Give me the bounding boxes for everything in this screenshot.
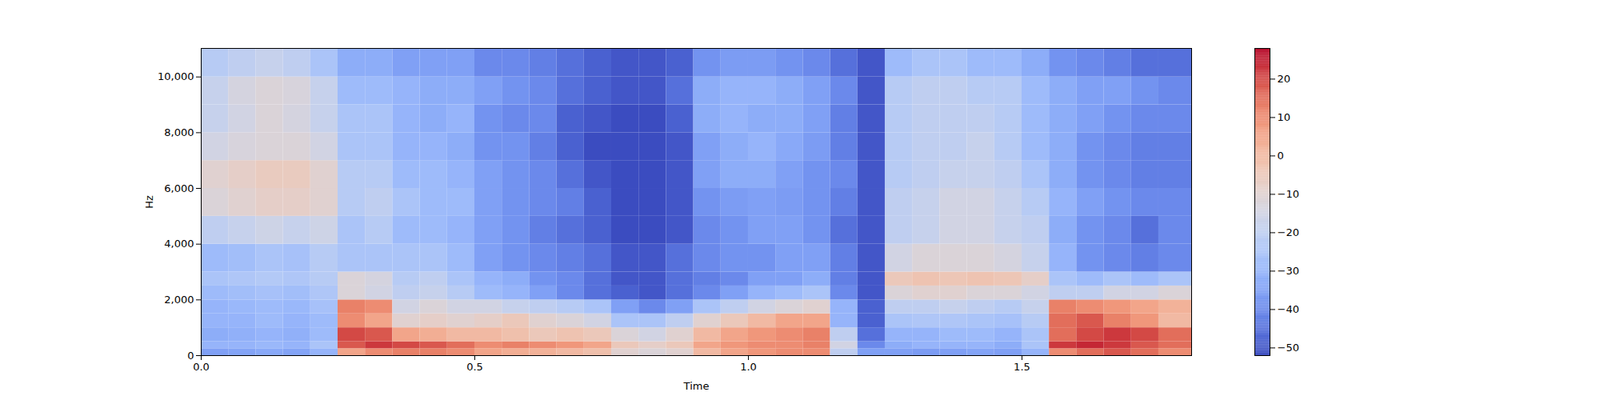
- svg-text:−40: −40: [1277, 303, 1300, 316]
- svg-text:4,000: 4,000: [164, 237, 194, 250]
- svg-text:1.0: 1.0: [740, 360, 757, 373]
- svg-text:−20: −20: [1277, 226, 1300, 239]
- svg-text:−10: −10: [1277, 188, 1300, 200]
- svg-text:20: 20: [1277, 72, 1292, 85]
- svg-text:0.5: 0.5: [466, 360, 484, 373]
- svg-text:8,000: 8,000: [164, 126, 194, 139]
- svg-text:10,000: 10,000: [157, 70, 195, 83]
- svg-text:0.0: 0.0: [192, 360, 210, 373]
- svg-text:0: 0: [187, 349, 194, 362]
- svg-text:2,000: 2,000: [164, 293, 194, 306]
- svg-text:0: 0: [1277, 149, 1284, 162]
- svg-text:−50: −50: [1277, 341, 1300, 354]
- svg-text:10: 10: [1277, 111, 1292, 124]
- svg-text:Hz: Hz: [143, 195, 156, 209]
- svg-text:−30: −30: [1277, 264, 1300, 277]
- svg-text:6,000: 6,000: [164, 182, 194, 195]
- svg-text:1.5: 1.5: [1013, 360, 1031, 373]
- svg-text:Time: Time: [683, 380, 710, 392]
